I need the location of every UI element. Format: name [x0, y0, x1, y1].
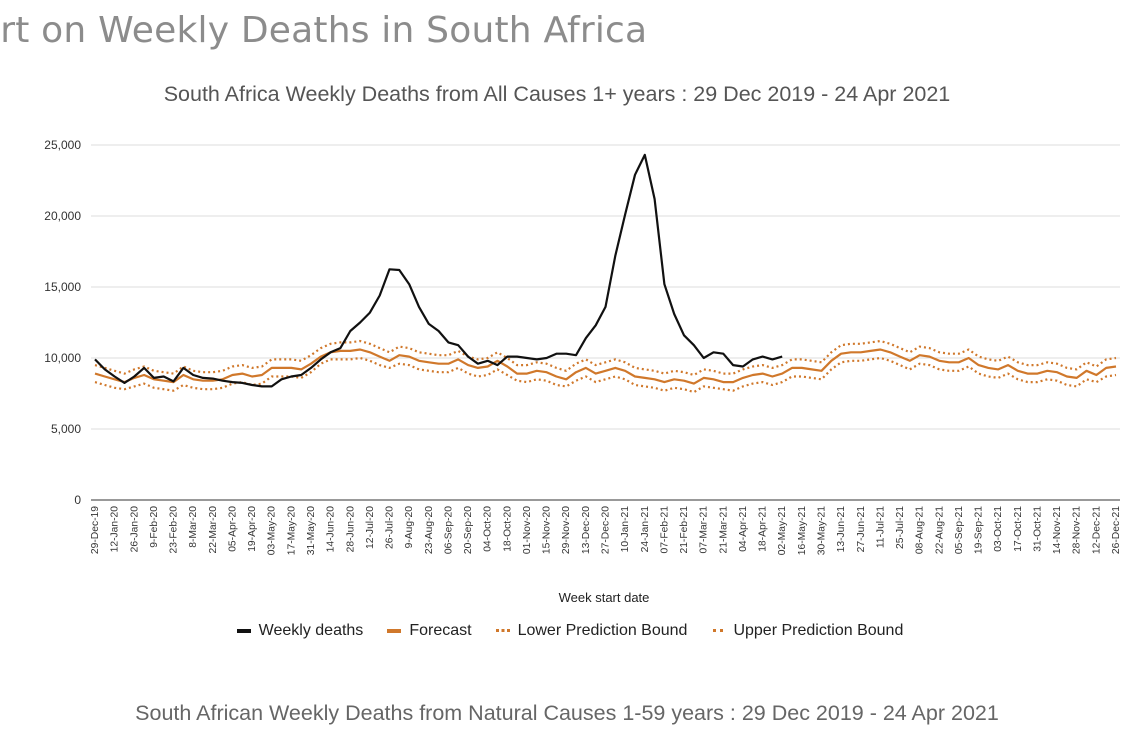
x-tick-label: 08-Aug-21	[915, 506, 926, 554]
x-tick-label: 07-Feb-21	[659, 506, 670, 554]
x-tick-label: 28-Nov-21	[1072, 506, 1083, 554]
y-tick-label: 0	[74, 493, 81, 507]
x-tick-label: 03-Oct-21	[993, 506, 1004, 552]
x-tick-label: 10-Jan-21	[620, 506, 631, 553]
series-line-weekly-deaths	[94, 153, 783, 388]
x-tick-label: 05-Apr-20	[227, 506, 238, 552]
x-tick-label: 11-Jul-21	[875, 506, 886, 548]
legend-lower-bound[interactable]: Lower Prediction Bound	[495, 622, 688, 640]
x-tick-label: 02-May-21	[777, 506, 788, 555]
x-tick-label: 26-Dec-21	[1111, 506, 1122, 554]
x-tick-label: 8-Mar-20	[188, 506, 199, 548]
x-tick-label: 01-Nov-20	[522, 506, 533, 554]
x-tick-label: 22-Mar-20	[208, 506, 219, 554]
y-tick-label: 15,000	[44, 280, 81, 294]
series-line-upper-prediction-bound	[94, 339, 1117, 377]
x-tick-label: 03-May-20	[267, 506, 278, 555]
x-tick-label: 14-Jun-20	[326, 506, 337, 553]
x-tick-label: 29-Nov-20	[561, 506, 572, 554]
y-tick-label: 10,000	[44, 351, 81, 365]
x-tick-label: 13-Jun-21	[836, 506, 847, 553]
x-tick-label: 16-May-21	[797, 506, 808, 555]
next-chart-title: South African Weekly Deaths from Natural…	[135, 701, 999, 725]
series-line-forecast	[94, 348, 1117, 385]
legend-swatch-weekly	[236, 624, 251, 638]
chart-legend: Weekly deaths Forecast Lower Prediction …	[0, 622, 1140, 640]
x-tick-label: 26-Jul-20	[385, 506, 396, 549]
x-tick-label: 19-Apr-20	[247, 506, 258, 552]
x-tick-label: 23-Aug-20	[424, 506, 435, 554]
legend-label-forecast: Forecast	[409, 622, 472, 639]
y-tick-label: 25,000	[44, 138, 81, 152]
legend-swatch-forecast	[387, 624, 402, 638]
grid-layer	[91, 144, 1120, 501]
x-tick-label: 04-Oct-20	[483, 506, 494, 552]
x-tick-label: 29-Dec-19	[90, 506, 101, 554]
x-tick-label: 13-Dec-20	[581, 506, 592, 554]
legend-swatch-upper	[711, 624, 725, 638]
y-tick-label: 20,000	[44, 209, 81, 223]
x-tick-label: 9-Feb-20	[149, 506, 160, 548]
x-tick-labels: 29-Dec-19 12-Jan-20 26-Jan-20 9-Feb-20 23-Fe…	[90, 506, 1122, 555]
x-tick-label: 12-Dec-21	[1091, 506, 1102, 554]
y-tick-label: 5,000	[51, 422, 81, 436]
x-axis-label: Week start date	[559, 590, 650, 605]
x-tick-label: 31-Oct-21	[1032, 506, 1043, 552]
x-tick-label: 17-May-20	[286, 506, 297, 555]
x-tick-label: 22-Aug-21	[934, 506, 945, 554]
x-tick-label: 21-Mar-21	[718, 506, 729, 554]
x-tick-label: 26-Jan-20	[129, 506, 140, 553]
x-tick-label: 30-May-21	[816, 506, 827, 555]
x-tick-label: 18-Apr-21	[758, 506, 769, 552]
legend-label-weekly: Weekly deaths	[258, 622, 364, 639]
x-tick-label: 28-Jun-20	[345, 506, 356, 553]
x-tick-label: 12-Jul-20	[365, 506, 376, 549]
x-tick-label: 25-Jul-21	[895, 506, 906, 549]
x-tick-label: 19-Sep-21	[974, 506, 985, 554]
legend-upper-bound[interactable]: Upper Prediction Bound	[711, 622, 903, 640]
legend-label-lower: Lower Prediction Bound	[517, 622, 688, 639]
x-tick-label: 20-Sep-20	[463, 506, 474, 554]
x-tick-label: 9-Aug-20	[404, 506, 415, 549]
x-tick-label: 18-Oct-20	[502, 506, 513, 552]
series-layer	[94, 153, 1117, 394]
x-tick-label: 27-Dec-20	[601, 506, 612, 554]
x-tick-label: 14-Nov-21	[1052, 506, 1063, 554]
x-tick-label: 24-Jan-21	[640, 506, 651, 553]
x-tick-label: 27-Jun-21	[856, 506, 867, 553]
y-tick-labels: 0 5,000 10,000 15,000 20,000 25,000	[44, 138, 81, 507]
x-tick-label: 06-Sep-20	[443, 506, 454, 554]
x-tick-label: 05-Sep-21	[954, 506, 965, 554]
x-tick-label: 31-May-20	[306, 506, 317, 555]
x-tick-label: 07-Mar-21	[699, 506, 710, 554]
legend-label-upper: Upper Prediction Bound	[733, 622, 904, 639]
x-tick-label: 23-Feb-20	[169, 506, 180, 554]
legend-forecast[interactable]: Forecast	[387, 622, 472, 640]
chart-title: South Africa Weekly Deaths from All Caus…	[163, 82, 951, 106]
x-tick-label: 12-Jan-20	[110, 506, 121, 553]
legend-swatch-lower	[495, 624, 510, 638]
x-tick-label: 15-Nov-20	[542, 506, 553, 554]
weekly-deaths-chart: 0 5,000 10,000 15,000 20,000 25,000 29-Dec-19…	[44, 138, 1122, 605]
page-title: ort on Weekly Deaths in South Africa	[0, 10, 648, 51]
x-tick-label: 04-Apr-21	[738, 506, 749, 552]
x-tick-label: 21-Feb-21	[679, 506, 690, 554]
x-tick-label: 17-Oct-21	[1013, 506, 1024, 552]
legend-weekly-deaths[interactable]: Weekly deaths	[236, 622, 364, 640]
